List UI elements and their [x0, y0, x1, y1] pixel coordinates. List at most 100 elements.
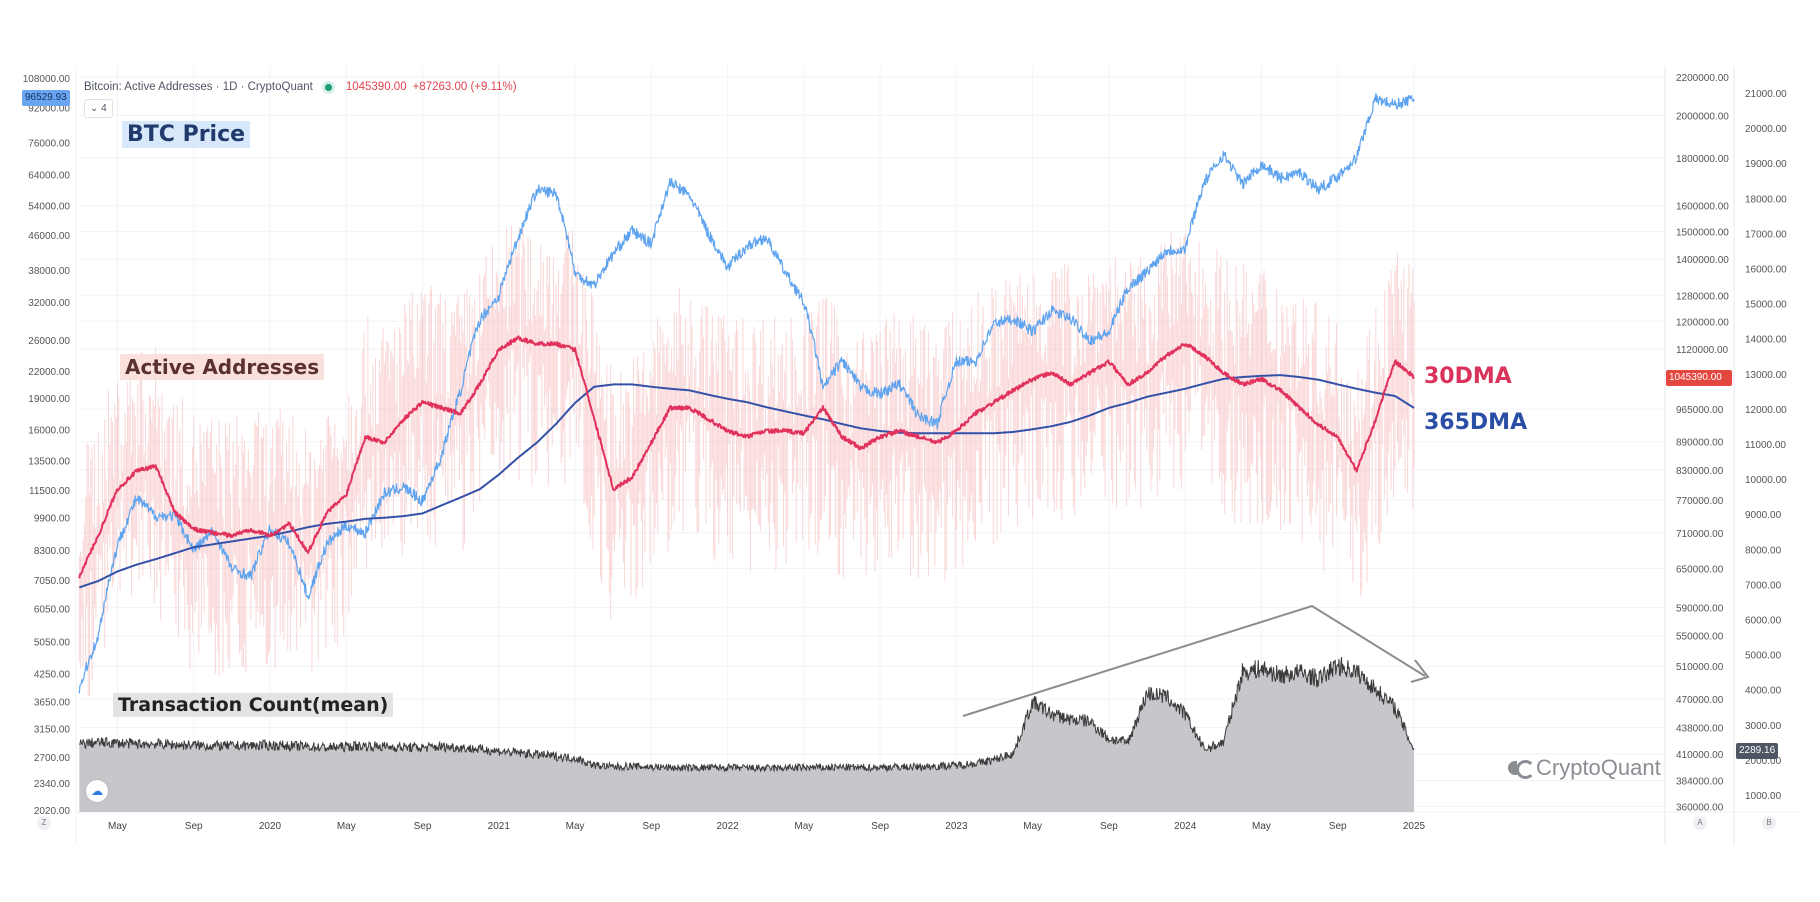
axis-a-tick-label: 2200000.00 — [1676, 73, 1729, 84]
axis-a-tick-label: 1120000.00 — [1676, 345, 1729, 356]
chart-legend-header: Bitcoin: Active Addresses · 1D · CryptoQ… — [84, 81, 517, 93]
transaction-count-area — [79, 657, 1414, 812]
btc-price-line — [78, 93, 1415, 694]
left-axis-tick-label: 5050.00 — [34, 638, 71, 649]
btc-price-tag: 96529.93 — [22, 90, 70, 106]
x-axis-tick-label: Sep — [185, 821, 203, 832]
axis-b-tick-label: 16000.00 — [1745, 265, 1787, 276]
left-axis-tick-label: 2340.00 — [34, 779, 71, 790]
x-axis-tick-label: Sep — [871, 821, 889, 832]
transaction-count-annotation: Transaction Count(mean) — [113, 693, 394, 717]
left-axis-tick-label: 3650.00 — [34, 697, 71, 708]
x-axis-tick-label: Sep — [1329, 821, 1347, 832]
dma365-annotation: 365DMA — [1424, 410, 1528, 435]
axis-a-tick-label: 1280000.00 — [1676, 291, 1729, 302]
left-axis-tick-label: 108000.00 — [23, 74, 71, 85]
axis-a-button[interactable]: A — [1693, 816, 1707, 830]
left-axis-tick-label: 6050.00 — [34, 604, 71, 615]
axis-a-tick-label: 1600000.00 — [1676, 201, 1729, 212]
axis-a-tick-label: 965000.00 — [1676, 405, 1724, 416]
axis-b-tick-label: 1000.00 — [1745, 791, 1782, 802]
left-axis-tick-label: 46000.00 — [28, 231, 70, 242]
cryptoquant-watermark: CryptoQuant — [1508, 755, 1661, 781]
left-axis-tick-label: 7050.00 — [34, 576, 71, 587]
left-axis-tick-label: 32000.00 — [28, 298, 70, 309]
axis-b-tick-label: 7000.00 — [1745, 580, 1782, 591]
x-axis-tick-label: May — [794, 821, 813, 832]
arrow-head-icon — [1410, 659, 1430, 683]
x-axis-tick-label: May — [1252, 821, 1271, 832]
axis-a-tick-label: 710000.00 — [1676, 529, 1724, 540]
axis-b-tick-label: 10000.00 — [1745, 475, 1787, 486]
left-axis-tick-label: 76000.00 — [28, 139, 70, 150]
x-axis-tick-label: Sep — [642, 821, 660, 832]
left-axis-tick-label: 2700.00 — [34, 753, 71, 764]
active-addresses-annotation: Active Addresses — [120, 354, 325, 380]
axis-a-tick-label: 1500000.00 — [1676, 227, 1729, 238]
axis-a-tick-label: 410000.00 — [1676, 750, 1724, 761]
axis-b-tick-label: 5000.00 — [1745, 651, 1782, 662]
trend-arrow-line — [962, 604, 1426, 717]
axis-a-tick-label: 1200000.00 — [1676, 317, 1729, 328]
x-axis-tick-label: May — [108, 821, 127, 832]
axis-a-tick-label: 2000000.00 — [1676, 111, 1729, 122]
left-axis-tick-label: 92000.00 — [28, 104, 70, 115]
status-dot-icon — [324, 83, 332, 91]
change-value: +87263.00 (+9.11%) — [412, 81, 517, 93]
axis-b-tick-label: 15000.00 — [1745, 300, 1787, 311]
axis-b-tick-label: 19000.00 — [1745, 159, 1787, 170]
left-axis-tick-label: 11500.00 — [29, 486, 70, 497]
axis-a-tick-label: 550000.00 — [1676, 632, 1724, 643]
axis-a-tick-label: 830000.00 — [1676, 466, 1724, 477]
axis-b-button[interactable]: B — [1762, 816, 1776, 830]
axis-b-tick-label: 4000.00 — [1745, 686, 1782, 697]
left-axis-tick-label: 38000.00 — [28, 266, 70, 277]
left-axis-tick-label: 13500.00 — [28, 457, 70, 468]
left-axis-tick-label: 16000.00 — [28, 425, 70, 436]
transaction-count-price-tag: 2289.16 — [1736, 743, 1779, 759]
dma30-line — [78, 335, 1415, 579]
left-axis-tick-label: 22000.00 — [28, 367, 70, 378]
left-axis-tick-label: 64000.00 — [28, 170, 70, 181]
axis-b-tick-label: 12000.00 — [1745, 405, 1787, 416]
axis-b-tick-label: 13000.00 — [1745, 370, 1787, 381]
axis-b-tick-label: 8000.00 — [1745, 545, 1782, 556]
btc-price-annotation: BTC Price — [122, 121, 251, 148]
axis-a-tick-label: 770000.00 — [1676, 496, 1724, 507]
axis-b-tick-label: 9000.00 — [1745, 510, 1782, 521]
axis-a-tick-label: 510000.00 — [1676, 662, 1724, 673]
x-axis-tick-label: May — [566, 821, 585, 832]
dma30-annotation: 30DMA — [1424, 364, 1512, 389]
axis-a-tick-label: 438000.00 — [1676, 723, 1724, 734]
axis-b-tick-label: 6000.00 — [1745, 616, 1782, 627]
transaction-count-line — [78, 656, 1415, 773]
axis-a-tick-label: 1800000.00 — [1676, 154, 1729, 165]
left-axis-button[interactable]: Z — [37, 816, 51, 830]
watermark-text: CryptoQuant — [1536, 755, 1661, 780]
left-axis-tick-label: 3150.00 — [34, 724, 71, 735]
axis-a-tick-label: 590000.00 — [1676, 603, 1724, 614]
axis-a-tick-label: 1400000.00 — [1676, 255, 1729, 266]
left-axis-tick-label: 9900.00 — [34, 514, 71, 525]
active-addresses-price-tag: 1045390.00 — [1666, 370, 1732, 386]
x-axis-tick-label: May — [337, 821, 356, 832]
chart-title: Bitcoin: Active Addresses · 1D · CryptoQ… — [84, 81, 313, 93]
axis-b-tick-label: 14000.00 — [1745, 335, 1787, 346]
x-axis-tick-label: 2021 — [488, 821, 511, 832]
left-axis-tick-label: 19000.00 — [28, 394, 70, 405]
left-axis-tick-label: 8300.00 — [34, 546, 71, 557]
indicators-toggle-button[interactable]: ⌄ 4 — [84, 99, 113, 118]
axis-a-tick-label: 470000.00 — [1676, 695, 1724, 706]
cloud-icon[interactable]: ☁ — [86, 780, 108, 802]
axis-b-tick-label: 3000.00 — [1745, 721, 1782, 732]
x-axis-tick-label: 2024 — [1174, 821, 1197, 832]
axis-b-tick-label: 18000.00 — [1745, 194, 1787, 205]
axis-b-tick-label: 11000.00 — [1745, 440, 1786, 451]
axis-b-tick-label: 17000.00 — [1745, 229, 1787, 240]
x-axis-tick-label: 2025 — [1403, 821, 1426, 832]
x-axis-tick-label: May — [1023, 821, 1042, 832]
last-value: 1045390.00 — [345, 81, 407, 93]
axis-b-tick-label: 20000.00 — [1745, 124, 1787, 135]
series-layer — [78, 93, 1415, 812]
